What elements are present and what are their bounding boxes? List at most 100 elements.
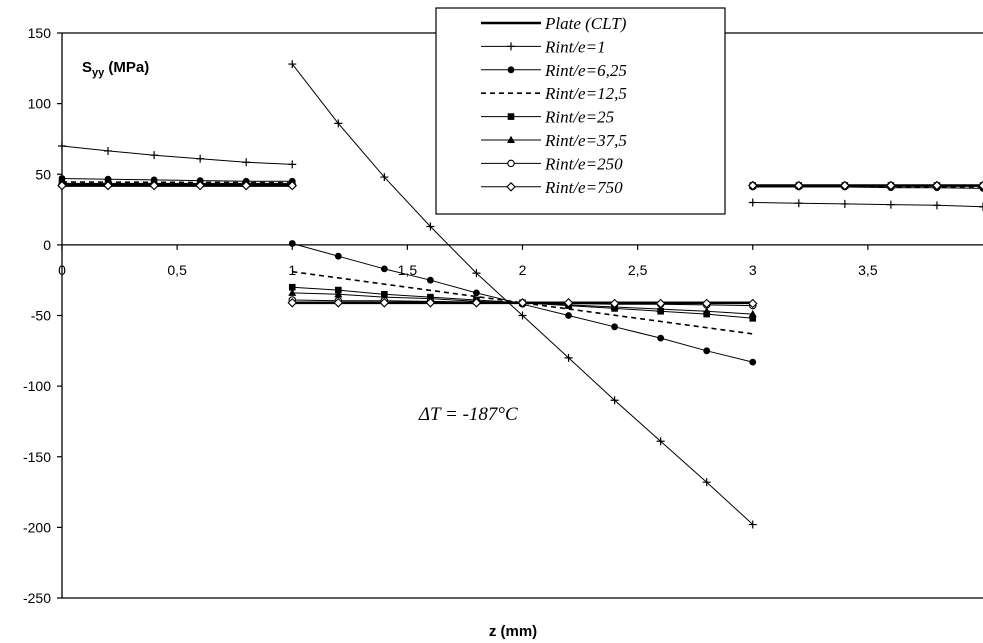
series-2-point <box>656 437 665 446</box>
series-8 <box>57 180 983 309</box>
series-8-point <box>609 298 620 309</box>
series-3-point <box>427 276 434 284</box>
series-8-point <box>241 180 251 191</box>
series-2-point <box>242 158 251 167</box>
series-2-point <box>58 142 66 150</box>
series-8-point <box>149 180 159 191</box>
series-6-point <box>702 307 711 315</box>
series-8-point <box>517 298 528 308</box>
series-3-point <box>288 240 296 247</box>
series-8-point <box>886 180 896 191</box>
series-8-point <box>747 298 758 309</box>
legend-series-6-label: Rint/e=37,5 <box>544 131 627 150</box>
tick-labels: 150 100 50 0 -50 -100 -150 -200 -250 0 0,5 1 1,5 2 2,5… <box>23 25 878 606</box>
legend-series-2-point <box>507 42 515 51</box>
series-8-point <box>471 298 482 308</box>
x-tick-label: 2,5 <box>628 262 648 278</box>
legend-item: Rint/e=37,5 <box>481 131 627 150</box>
series-2-point <box>104 146 113 155</box>
series-4-line <box>752 185 983 188</box>
legend-item: Plate (CLT) <box>481 14 627 33</box>
legend-series-6-point <box>507 135 515 143</box>
series-3-line <box>61 178 293 182</box>
legend-item: Rint/e=25 <box>481 108 614 127</box>
legend-series-5-point <box>507 113 515 120</box>
x-tick-label: 1,5 <box>398 262 418 278</box>
y-axis-title-unit: (MPa) <box>104 59 149 76</box>
series-6-point <box>288 288 297 296</box>
series-8-point <box>287 298 298 308</box>
y-tick-label: -100 <box>23 378 51 394</box>
y-tick-label: -150 <box>23 449 51 465</box>
y-axis-title-main: S <box>82 59 92 76</box>
series-2-point <box>426 222 435 231</box>
legend-item: Rint/e=1 <box>481 37 606 56</box>
y-tick-label: -200 <box>23 519 51 535</box>
series-4 <box>61 181 983 335</box>
legend-item: Rint/e=250 <box>481 154 623 173</box>
series-8-point <box>195 180 205 191</box>
legend-series-8-point <box>506 182 516 192</box>
series-4-line <box>292 270 753 335</box>
series-8-point <box>655 298 666 309</box>
series-2-point <box>702 478 711 487</box>
legend-series-1-label: Plate (CLT) <box>544 14 627 33</box>
legend-series-4-label: Rint/e=12,5 <box>544 84 627 103</box>
series-8-point <box>287 180 298 191</box>
series-2 <box>58 60 983 529</box>
series-5-point <box>335 286 342 294</box>
series-2-point <box>748 520 757 529</box>
series-6-point <box>334 290 343 298</box>
series-8-point <box>57 180 67 191</box>
series-3-line <box>752 186 983 189</box>
legend-series-7-label: Rint/e=250 <box>544 154 623 173</box>
series-2-point <box>840 199 849 208</box>
series-3-point <box>565 312 572 319</box>
x-tick-label: 1 <box>288 262 296 278</box>
series-8-point <box>701 298 712 309</box>
series-2-point <box>610 396 619 405</box>
delta-t-annotation: ΔT = -187°C <box>418 404 518 425</box>
x-tick-label: 2 <box>519 262 527 278</box>
series-8-point <box>840 180 850 191</box>
y-tick-label: -250 <box>23 590 51 606</box>
series-8-point <box>425 298 436 308</box>
series-8-point <box>932 180 942 191</box>
legend-series-5-label: Rint/e=25 <box>544 108 614 127</box>
series-2-point <box>288 160 297 169</box>
series-8-point <box>379 298 390 308</box>
legend-series-8-label: Rint/e=750 <box>544 178 623 197</box>
series-3-point <box>473 289 480 297</box>
series-2-point <box>196 154 205 163</box>
y-axis-title: Syy (MPa) <box>82 59 149 79</box>
series-2-line <box>752 202 983 208</box>
x-tick-label: 0 <box>58 262 66 278</box>
series-2-point <box>380 173 389 182</box>
series-8-point <box>333 298 344 308</box>
series-5-point <box>749 315 757 322</box>
series-2-point <box>748 198 757 207</box>
legend-item: Rint/e=6,25 <box>481 61 627 80</box>
series-2-point <box>886 200 895 209</box>
series-2-point <box>979 202 983 211</box>
series-2-point <box>288 60 297 69</box>
series-4-line <box>61 181 293 184</box>
y-tick-label: 150 <box>28 25 52 41</box>
series-2-point <box>334 119 343 128</box>
series-2-line <box>61 145 293 165</box>
legend-series-2-label: Rint/e=1 <box>544 37 606 56</box>
series-6-point <box>748 309 757 318</box>
x-tick-label: 3,5 <box>858 262 878 278</box>
legend-box <box>435 7 726 215</box>
legend: Plate (CLT) Rint/e=1 Rint/e=6,25 Rint/e=12,… <box>435 7 726 215</box>
series-layer <box>57 60 983 529</box>
series-8-point <box>563 298 574 308</box>
x-tick-label: 3 <box>749 262 757 278</box>
series-2-point <box>518 311 527 320</box>
series-3-point <box>657 334 665 342</box>
y-axis-title-subscript: yy <box>92 67 105 79</box>
x-tick-label: 0,5 <box>167 262 187 278</box>
series-8-point <box>978 180 983 191</box>
series-2-point <box>794 199 803 208</box>
